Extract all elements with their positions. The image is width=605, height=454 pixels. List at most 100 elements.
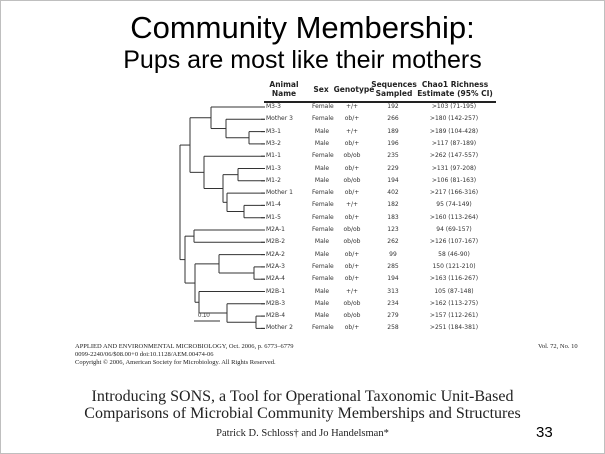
volume-label: Vol. 72, No. 10 [538, 343, 578, 350]
sex-cell: Male [314, 238, 330, 246]
chao1-estimate-cell: >217 (166-316) [429, 189, 479, 197]
genotype-cell: ob/+ [344, 324, 360, 332]
sex-cell: Male [314, 250, 330, 258]
chao1-estimate-cell: 150 (121-210) [432, 262, 476, 270]
sequences-sampled-cell: 235 [387, 152, 399, 160]
sequences-sampled-cell: 229 [387, 164, 399, 172]
copyright-line: Copyright © 2006, American Society for M… [75, 359, 276, 366]
sex-cell: Male [314, 299, 330, 307]
genotype-cell: +/+ [345, 287, 359, 295]
sex-cell: Male [314, 139, 330, 147]
chao1-estimate-cell: >162 (113-275) [429, 299, 479, 307]
animal-name-cell: M1-2 [266, 176, 281, 184]
sequences-sampled-cell: 99 [389, 250, 397, 258]
animal-name-cell: M1-3 [266, 164, 281, 172]
genotype-cell: ob/+ [344, 115, 360, 123]
genotype-cell: ob/ob [343, 312, 361, 320]
genotype-cell: ob/+ [344, 139, 360, 147]
sequences-sampled-cell: 123 [387, 226, 399, 233]
sequences-sampled-cell: 196 [387, 139, 399, 147]
sequences-sampled-cell: 234 [387, 299, 399, 307]
animal-name-cell: M2A-4 [266, 275, 285, 283]
genotype-cell: ob/ob [343, 152, 361, 160]
chao1-estimate-cell: 94 (69-157) [436, 226, 472, 233]
column-header: Sex [313, 85, 329, 94]
sex-cell: Male [314, 127, 330, 135]
sequences-sampled-cell: 313 [387, 287, 399, 295]
sequences-sampled-cell: 279 [387, 312, 399, 320]
journal-line: APPLIED AND ENVIRONMENTAL MICROBIOLOGY, … [75, 343, 294, 350]
animal-name-cell: M3-2 [266, 139, 281, 147]
sequences-sampled-cell: 192 [387, 103, 399, 110]
sequences-sampled-cell: 189 [387, 127, 399, 135]
genotype-cell: ob/+ [344, 262, 360, 270]
chao1-estimate-cell: >189 (104-428) [429, 127, 479, 135]
chao1-estimate-cell: 95 (74-149) [436, 201, 472, 209]
sex-cell: Female [312, 262, 334, 270]
doi-line: 0099-2240/06/$08.00+0 doi:10.1128/AEM.00… [75, 351, 214, 358]
scale-bar-label: 0.10 [198, 313, 210, 319]
genotype-cell: ob/+ [344, 250, 360, 258]
column-header: Genotype [333, 85, 375, 94]
animal-name-cell: M2B-3 [266, 299, 286, 307]
chao1-estimate-cell: >262 (147-557) [429, 152, 479, 160]
animal-name-cell: M2B-1 [266, 287, 286, 295]
sex-cell: Female [312, 115, 334, 123]
sex-cell: Male [314, 176, 330, 184]
genotype-cell: +/+ [345, 127, 359, 135]
genotype-cell: ob/+ [344, 164, 360, 172]
sex-cell: Male [314, 287, 330, 295]
genotype-cell: ob/ob [343, 238, 361, 246]
sex-cell: Female [312, 324, 334, 332]
sex-cell: Male [314, 312, 330, 320]
chao1-estimate-cell: 105 (87-148) [434, 287, 474, 295]
chao1-estimate-cell: >106 (81-163) [431, 176, 477, 184]
column-header: Sequences Sampled [371, 80, 417, 98]
sequences-sampled-cell: 182 [387, 201, 399, 209]
animal-name-cell: M2A-3 [266, 262, 285, 270]
chao1-estimate-cell: >117 (87-189) [431, 139, 477, 147]
genotype-cell: +/+ [345, 201, 359, 209]
chao1-estimate-cell: >163 (116-267) [429, 275, 479, 283]
sequences-sampled-cell: 258 [387, 324, 399, 332]
animal-name-cell: M2A-1 [266, 226, 285, 233]
chao1-estimate-cell: >180 (142-257) [429, 115, 479, 123]
genotype-cell: ob/+ [344, 189, 360, 197]
paper-title-line-1: Introducing SONS, a Tool for Operational… [91, 388, 514, 405]
chao1-estimate-cell: >103 (71-195) [431, 103, 477, 110]
header-rule [264, 101, 496, 103]
chao1-estimate-cell: 58 (46-90) [438, 250, 470, 258]
sex-cell: Female [312, 201, 334, 209]
animal-name-cell: Mother 2 [266, 324, 293, 332]
sequences-sampled-cell: 402 [387, 189, 399, 197]
sex-cell: Female [312, 213, 334, 221]
column-header: Animal Name [269, 80, 299, 98]
sequences-sampled-cell: 262 [387, 238, 399, 246]
sequences-sampled-cell: 285 [387, 262, 399, 270]
animal-name-cell: M1-4 [266, 201, 281, 209]
chao1-estimate-cell: >126 (107-167) [429, 238, 479, 246]
animal-name-cell: M1-5 [266, 213, 281, 221]
animal-name-cell: M1-1 [266, 152, 281, 160]
animal-name-cell: M2A-2 [266, 250, 285, 258]
sex-cell: Female [312, 189, 334, 197]
genotype-cell: ob/+ [344, 275, 360, 283]
slide-title: Community Membership: [130, 10, 475, 45]
genotype-cell: ob/ob [343, 176, 361, 184]
sequences-sampled-cell: 194 [387, 176, 399, 184]
sequences-sampled-cell: 266 [387, 115, 399, 123]
sequences-sampled-cell: 183 [387, 213, 399, 221]
sex-cell: Female [312, 275, 334, 283]
chao1-estimate-cell: >160 (113-264) [429, 213, 479, 221]
animal-name-cell: M3-1 [266, 127, 281, 135]
chao1-estimate-cell: >131 (97-208) [431, 164, 477, 172]
animal-name-cell: M3-3 [266, 103, 281, 110]
animal-name-cell: M2B-2 [266, 238, 286, 246]
sex-cell: Female [312, 226, 334, 233]
genotype-cell: ob/ob [343, 226, 361, 233]
citation-block: APPLIED AND ENVIRONMENTAL MICROBIOLOGY, … [75, 343, 294, 367]
chao1-estimate-cell: >251 (184-381) [429, 324, 479, 332]
genotype-cell: ob/ob [343, 299, 361, 307]
animal-name-cell: Mother 1 [266, 189, 293, 197]
